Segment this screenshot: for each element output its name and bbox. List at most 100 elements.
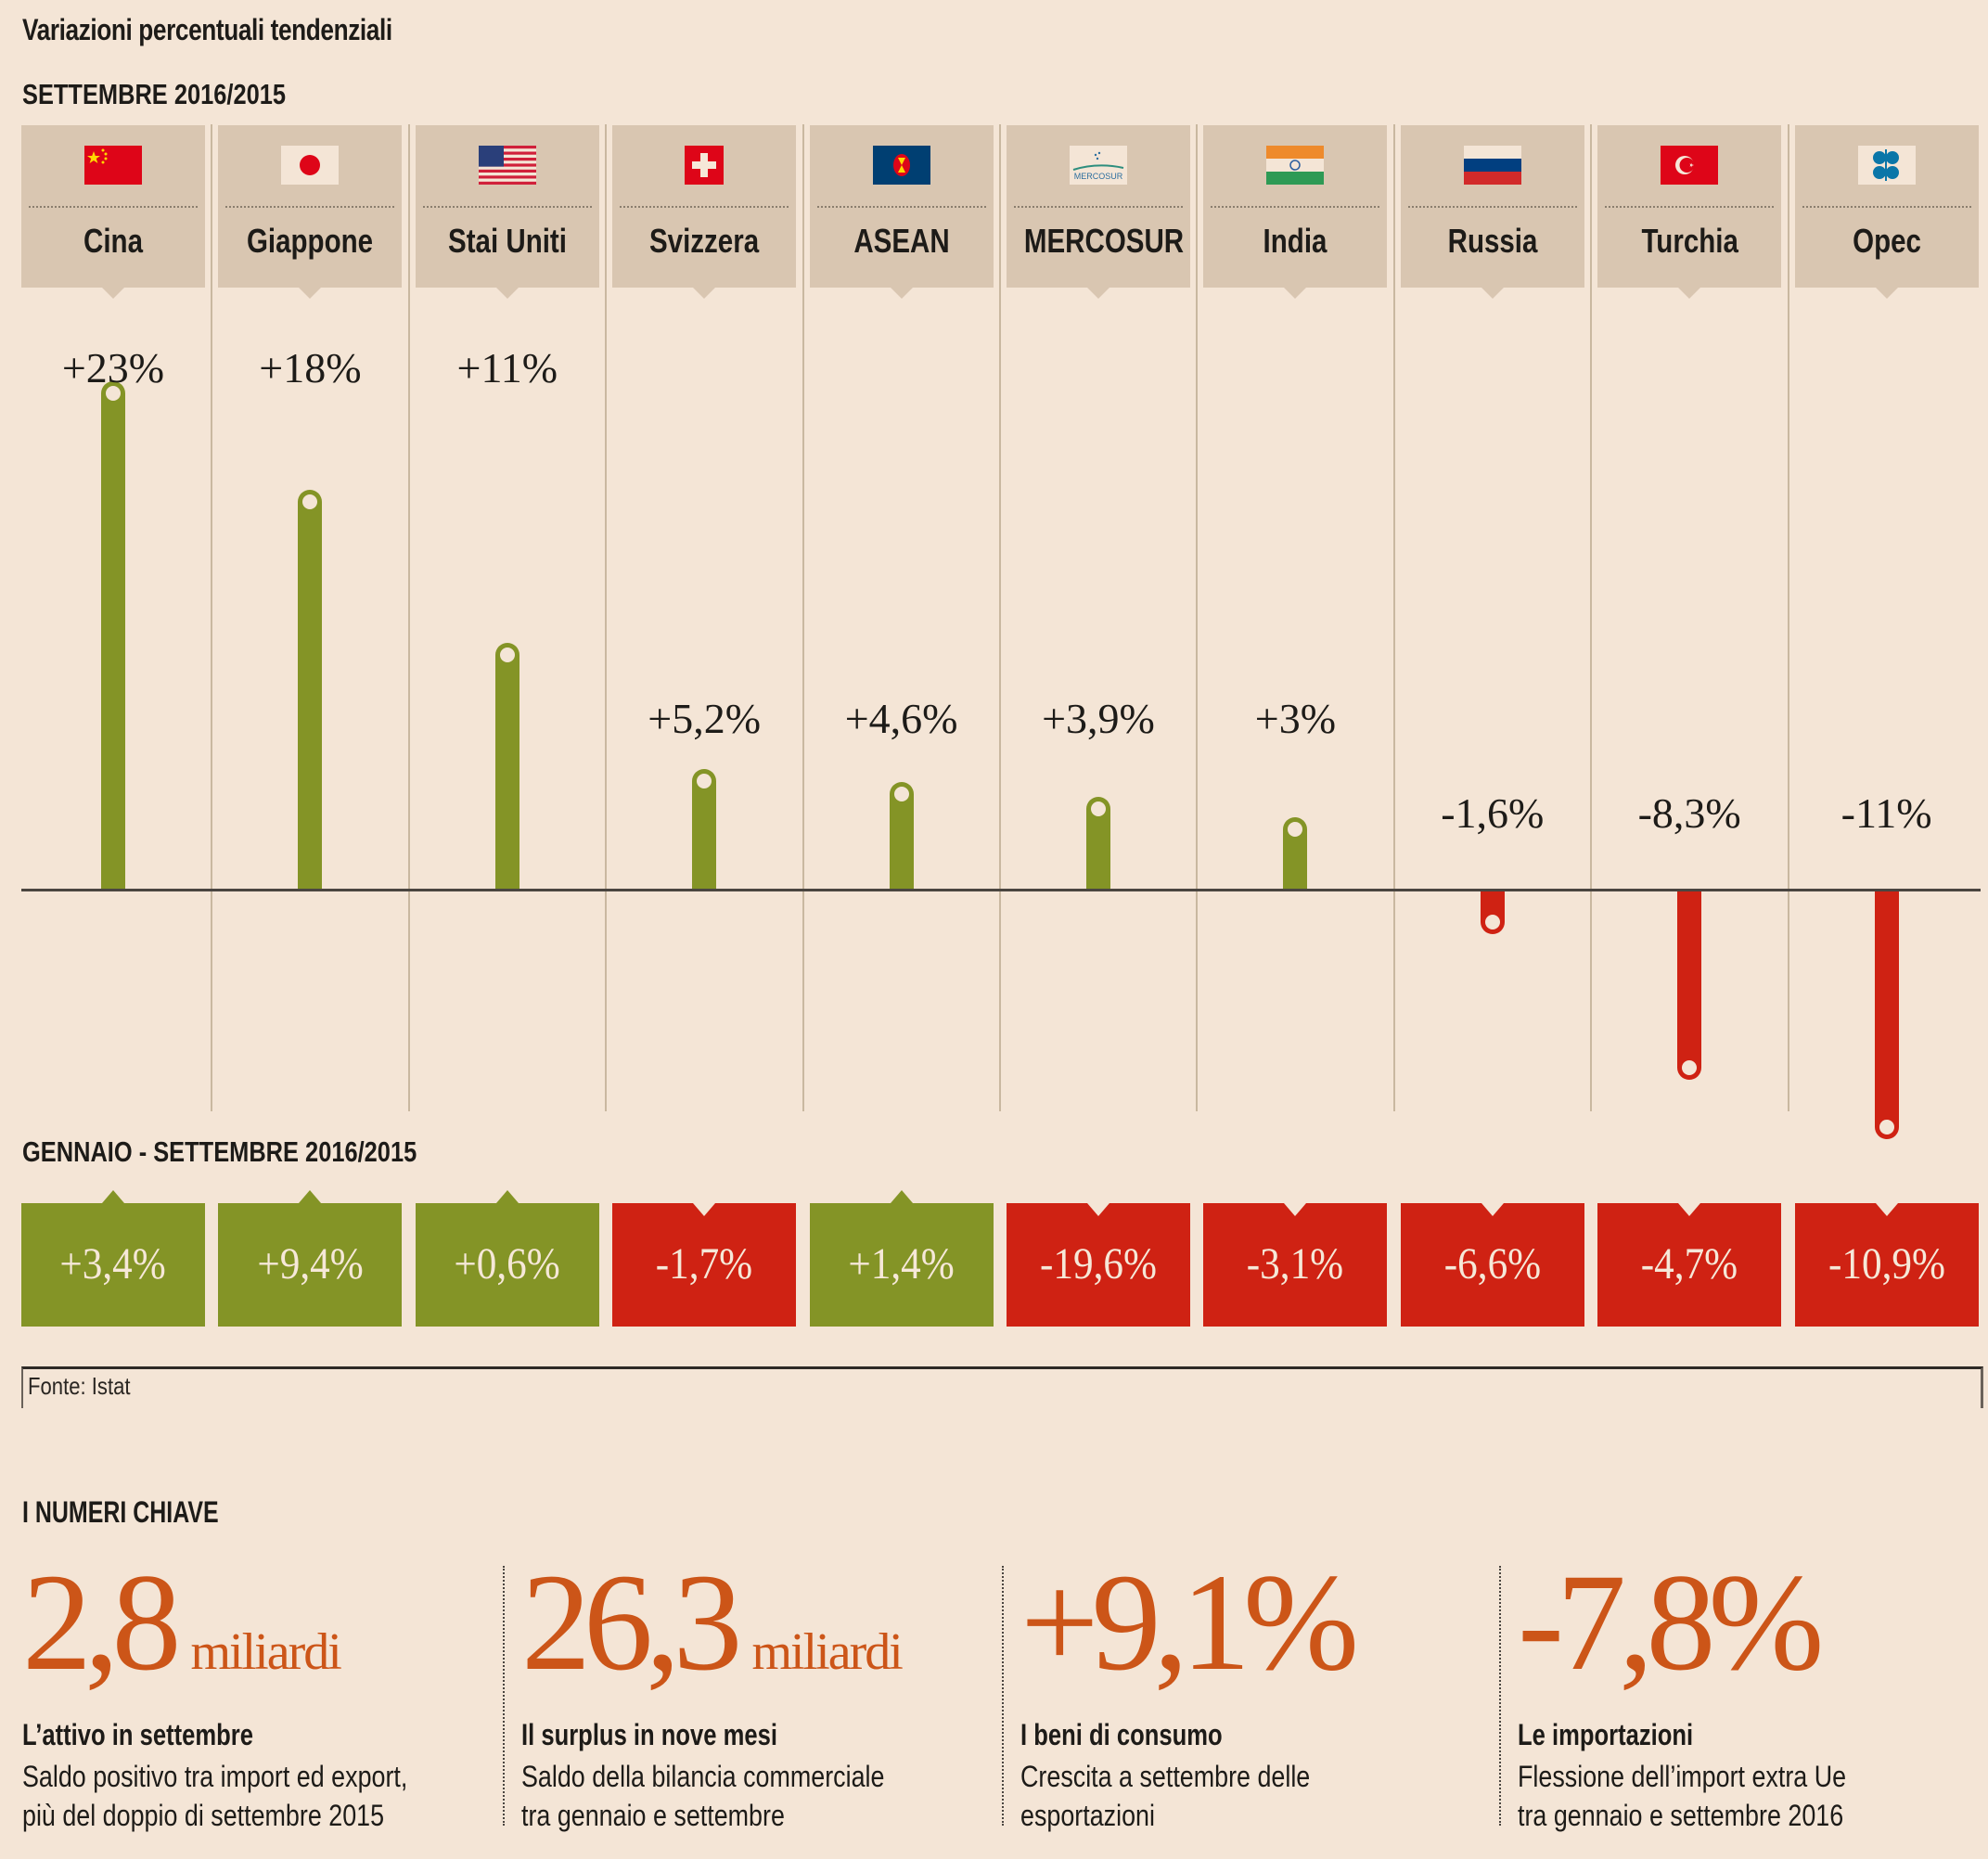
bar-end-marker: [1682, 1060, 1698, 1076]
dotted-separator: [1605, 206, 1775, 208]
key-value: 26,3 miliardi: [521, 1553, 904, 1692]
ytd-value: -4,7%: [1597, 1238, 1781, 1289]
bar-asean: [889, 781, 914, 890]
country-header-mercosur: MERCOSUR MERCOSUR: [1007, 125, 1190, 299]
ytd-box: -6,6%: [1400, 1203, 1584, 1327]
ytd-value: -6,6%: [1401, 1238, 1584, 1289]
pointer-arrow: [693, 288, 716, 299]
asean-flag-icon: [872, 146, 930, 185]
source-frame: [21, 1366, 1983, 1408]
ytd-box: +9,4%: [218, 1190, 403, 1327]
country-name: ASEAN: [810, 222, 994, 261]
svg-text:MERCOSUR: MERCOSUR: [1074, 172, 1123, 181]
country-header-cina: Cina: [21, 125, 205, 299]
pointer-arrow: [299, 288, 322, 299]
dotted-separator: [1014, 206, 1183, 208]
key-description-line: Flessione dell’import extra Ue: [1518, 1760, 1847, 1793]
key-description-line: tra gennaio e settembre 2016: [1518, 1799, 1844, 1832]
dotted-separator: [1211, 206, 1380, 208]
country-header-russia: Russia: [1400, 125, 1584, 299]
key-number-item: -7,8% Le importazioni Flessione dell’impor…: [1499, 1553, 1988, 1837]
key-description-line: Saldo positivo tra import ed export,: [22, 1760, 408, 1793]
column-divider: [999, 124, 1001, 1111]
section-title-monthly: SETTEMBRE 2016/2015: [22, 78, 286, 110]
ytd-value: +0,6%: [416, 1238, 599, 1289]
column-divider: [1590, 124, 1593, 1111]
country-name-text: MERCOSUR: [1023, 222, 1185, 260]
key-value: 2,8 miliardi: [22, 1553, 342, 1692]
dotted-separator: [225, 206, 395, 208]
country-name-text: Svizzera: [649, 222, 760, 260]
key-number-item: +9,1% I beni di consumo Crescita a settemb…: [1002, 1553, 1503, 1837]
key-description: Saldo della bilancia commerciale tra genn…: [521, 1757, 884, 1835]
russia-flag-icon: [1463, 146, 1521, 185]
key-heading: L’attivo in settembre: [22, 1718, 253, 1751]
country-name-text: Russia: [1447, 222, 1538, 260]
key-description: Crescita a settembre delle esportazioni: [1020, 1757, 1310, 1835]
column-divider: [407, 124, 410, 1111]
down-arrow-icon: [693, 1203, 716, 1216]
ytd-value-text: -4,7%: [1641, 1239, 1738, 1288]
key-description-line: tra gennaio e settembre: [521, 1799, 785, 1832]
up-arrow-icon: [890, 1190, 913, 1203]
value-label: -11%: [1841, 789, 1932, 837]
down-arrow-icon: [1481, 1203, 1504, 1216]
ytd-value-text: +1,4%: [848, 1239, 955, 1288]
column-divider: [1196, 124, 1199, 1111]
key-number-item: 26,3 miliardi Il surplus in nove mesi Saldo…: [503, 1553, 1004, 1837]
bar-giappone: [298, 490, 323, 890]
key-description-line: Crescita a settembre delle: [1020, 1760, 1311, 1793]
bar-opec: [1874, 891, 1899, 1139]
key-numbers-title: I NUMERI CHIAVE: [22, 1495, 219, 1529]
dotted-separator: [620, 206, 789, 208]
ytd-box: -4,7%: [1597, 1203, 1782, 1327]
country-name: Turchia: [1597, 222, 1781, 261]
ytd-value-text: -1,7%: [656, 1239, 753, 1288]
pointer-arrow: [890, 288, 913, 299]
dotted-separator: [816, 206, 986, 208]
ytd-box: +3,4%: [21, 1190, 205, 1327]
country-name-text: Stai Uniti: [447, 222, 567, 260]
country-name: Cina: [21, 222, 205, 261]
country-name: Russia: [1401, 222, 1584, 261]
bar-cina: [101, 380, 125, 890]
ytd-value: +3,4%: [21, 1238, 205, 1289]
column-divider: [1392, 124, 1395, 1111]
key-value-number: 26,3: [521, 1545, 742, 1699]
dotted-divider: [1002, 1566, 1004, 1826]
japan-flag-icon: [281, 146, 340, 185]
dotted-separator: [29, 206, 198, 208]
ytd-value-text: -10,9%: [1828, 1239, 1945, 1288]
dotted-divider: [1499, 1566, 1501, 1826]
key-description: Flessione dell’import extra Ue tra gennai…: [1518, 1757, 1846, 1835]
turkey-flag-icon: [1661, 146, 1719, 185]
bar-end-marker: [302, 494, 318, 509]
key-description-line: più del doppio di settembre 2015: [22, 1799, 385, 1832]
ytd-box: -3,1%: [1203, 1203, 1388, 1327]
value-label: +4,6%: [844, 695, 958, 742]
ytd-value-text: +9,4%: [257, 1239, 364, 1288]
bar-end-marker: [1288, 821, 1303, 837]
ytd-value-text: +3,4%: [59, 1239, 167, 1288]
bar-end-marker: [1879, 1119, 1894, 1135]
country-name: Svizzera: [612, 222, 796, 261]
country-header-opec: Opec: [1794, 125, 1979, 299]
key-value-number: 2,8: [22, 1545, 181, 1699]
bar-mercosur: [1086, 797, 1110, 890]
down-arrow-icon: [1678, 1203, 1701, 1216]
usa-flag-icon: [478, 146, 536, 185]
country-name-text: India: [1263, 222, 1327, 260]
section-title-ytd: GENNAIO - SETTEMBRE 2016/2015: [22, 1135, 417, 1168]
country-name-text: Giappone: [247, 222, 374, 260]
dotted-separator: [1802, 206, 1971, 208]
country-name-text: Turchia: [1640, 222, 1738, 260]
key-heading: Le importazioni: [1518, 1718, 1694, 1751]
ytd-value: +1,4%: [810, 1238, 994, 1289]
country-name: Stai Uniti: [416, 222, 599, 261]
value-label: +3,9%: [1042, 695, 1155, 742]
bar-turchia: [1677, 891, 1702, 1081]
up-arrow-icon: [299, 1190, 322, 1203]
bar-end-marker: [1091, 801, 1106, 817]
key-value-number: -7,8%: [1518, 1545, 1824, 1699]
value-label: +11%: [456, 344, 558, 391]
